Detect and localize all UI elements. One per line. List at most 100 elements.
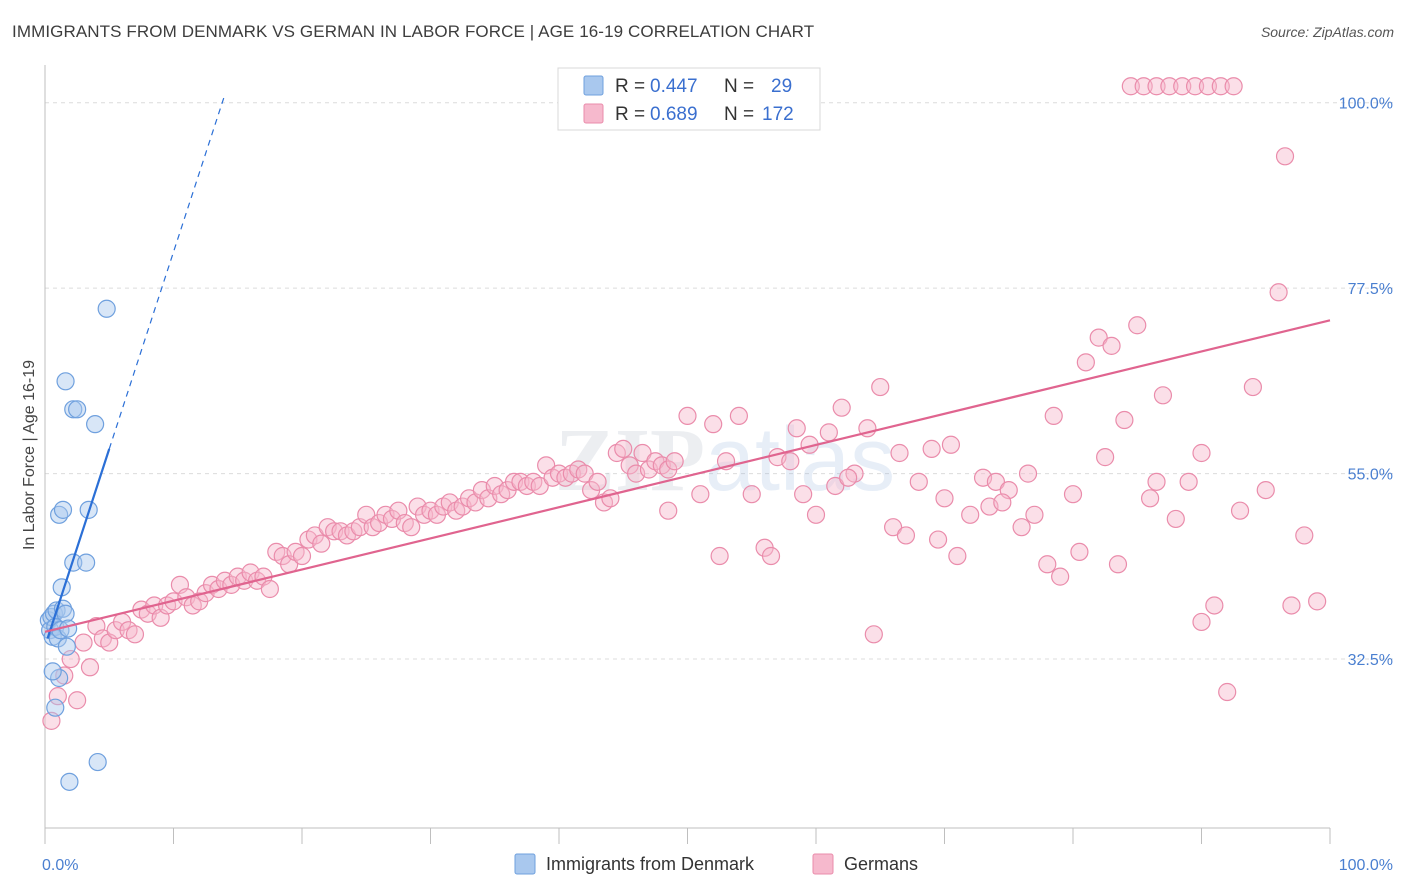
legend-box: R = 0.447 N = 29 R = 0.689 N = 172 — [557, 67, 821, 131]
germans-point-163 — [1211, 77, 1230, 96]
germans-point-173 — [839, 468, 858, 487]
germans-point-97 — [665, 452, 684, 471]
germans-point-120 — [961, 505, 980, 524]
germans-point-34 — [260, 579, 279, 599]
germans-point-153 — [928, 530, 948, 549]
trend-lines — [44, 94, 1331, 639]
germans-point-133 — [1128, 316, 1147, 335]
bottom-legend: Immigrants from Denmark Germans — [514, 853, 918, 875]
denmark-point-25 — [46, 698, 65, 717]
legend-n-label-1: N = — [724, 76, 754, 97]
legend-n-value-1: 29 — [771, 76, 792, 97]
denmark-point-24 — [97, 299, 116, 318]
germans-point-100 — [704, 415, 723, 434]
germans-point-135 — [1153, 386, 1173, 405]
germans-point-108 — [806, 505, 826, 524]
germans-point-129 — [1076, 353, 1095, 372]
germans-point-5 — [74, 633, 93, 652]
germans-point-138 — [1192, 443, 1211, 463]
germans-point-160 — [1173, 77, 1192, 96]
germans-point-155 — [1044, 406, 1063, 426]
germans-point-166 — [1070, 542, 1089, 562]
germans-point-142 — [1243, 377, 1263, 397]
germans-point-117 — [922, 439, 941, 458]
germans-point-156 — [1121, 77, 1140, 96]
germans-point-116 — [909, 472, 928, 491]
germans-point-107 — [794, 485, 813, 504]
denmark-trend-line — [46, 448, 111, 639]
germans-point-125 — [1025, 505, 1044, 524]
germans-point-98 — [678, 406, 697, 426]
germans-point-159 — [1160, 77, 1179, 96]
y-axis-title: In Labor Force | Age 16-19 — [21, 360, 38, 550]
legend-n-label-2: N = — [724, 104, 754, 125]
germans-point-158 — [1147, 77, 1166, 96]
germans-point-152 — [864, 625, 883, 644]
germans-point-165 — [1275, 147, 1295, 166]
denmark-point-8 — [50, 668, 69, 688]
legend-r-label-1: R = — [615, 76, 645, 97]
legend-swatch-pink — [583, 103, 604, 124]
germans-point-169 — [1147, 472, 1166, 491]
series-germans — [42, 77, 1327, 730]
germans-point-162 — [1198, 77, 1218, 96]
germans-point-144 — [1269, 283, 1288, 302]
chart-title: IMMIGRANTS FROM DENMARK VS GERMAN IN LAB… — [12, 22, 815, 41]
germans-point-175 — [941, 435, 961, 454]
germans-point-39 — [292, 546, 312, 566]
denmark-point-27 — [88, 752, 107, 772]
germans-point-1 — [48, 687, 67, 706]
germans-point-6 — [80, 658, 100, 677]
bottom-legend-label-2: Germans — [844, 854, 918, 874]
germans-point-170 — [1192, 612, 1211, 632]
germans-point-176 — [993, 493, 1012, 512]
germans-point-134 — [1140, 489, 1160, 508]
germans-point-124 — [1012, 518, 1031, 537]
germans-point-167 — [1096, 448, 1115, 467]
germans-point-89 — [614, 439, 633, 458]
source-label: Source: ZipAtlas.com — [1260, 24, 1394, 40]
germans-point-13 — [125, 625, 145, 644]
germans-point-128 — [1063, 485, 1083, 504]
germans-trend-line — [44, 319, 1331, 633]
germans-point-99 — [691, 485, 710, 504]
germans-point-150 — [761, 546, 781, 566]
germans-point-110 — [832, 398, 851, 417]
legend-swatch-blue — [583, 75, 604, 96]
germans-point-174 — [890, 443, 909, 463]
germans-point-161 — [1185, 77, 1205, 96]
denmark-point-16 — [77, 553, 96, 572]
germans-point-151 — [826, 476, 845, 496]
germans-point-92 — [633, 443, 652, 463]
bottom-legend-label-1: Immigrants from Denmark — [546, 854, 755, 874]
germans-point-56 — [402, 518, 421, 537]
germans-point-177 — [1018, 464, 1038, 483]
germans-point-106 — [781, 452, 800, 471]
germans-point-109 — [819, 423, 838, 442]
germans-point-119 — [948, 546, 967, 566]
denmark-point-21 — [64, 400, 83, 419]
germans-point-145 — [1282, 596, 1301, 615]
svg-text:ZIP: ZIP — [555, 411, 705, 510]
legend-r-label-2: R = — [615, 104, 645, 125]
germans-point-164 — [1224, 77, 1243, 96]
germans-point-76 — [530, 476, 549, 496]
x-tick-label-0: 0.0% — [42, 857, 78, 874]
germans-point-4 — [68, 691, 87, 710]
denmark-trend-extension — [108, 94, 226, 450]
legend-r-value-2: 0.689 — [650, 104, 698, 125]
germans-point-127 — [1051, 567, 1070, 586]
germans-point-103 — [742, 485, 761, 504]
germans-point-132 — [1115, 410, 1134, 430]
germans-point-130 — [1089, 328, 1108, 347]
y-tick-label-1: 55.0% — [1348, 467, 1393, 484]
germans-point-42 — [312, 534, 331, 553]
germans-point-113 — [871, 377, 890, 397]
germans-point-137 — [1179, 472, 1198, 491]
bottom-legend-swatch-blue — [514, 853, 536, 875]
x-tick-label-1: 100.0% — [1339, 857, 1393, 874]
denmark-point-20 — [56, 372, 75, 391]
germans-point-171 — [787, 419, 806, 438]
germans-point-149 — [710, 546, 729, 566]
